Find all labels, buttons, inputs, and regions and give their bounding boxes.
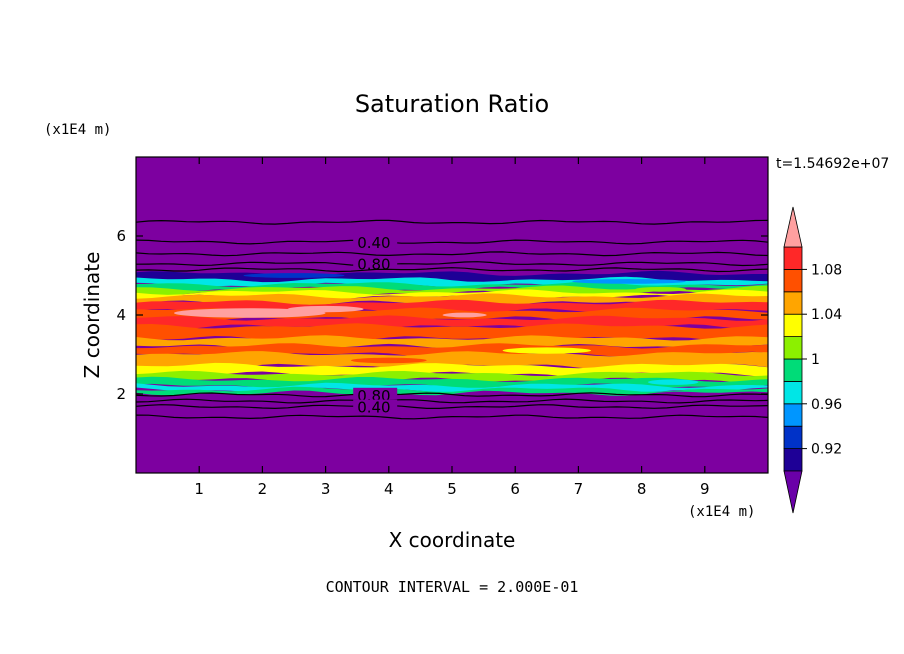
x-tick-label: 9 (700, 480, 710, 498)
contour-label-bg (353, 399, 398, 414)
field-patch (442, 312, 487, 318)
field-band (136, 370, 768, 383)
x-tick-label: 6 (510, 480, 520, 498)
field-patch (635, 286, 686, 292)
colorbar-segment (783, 448, 803, 472)
colorbar-label: 1.04 (811, 307, 842, 323)
x-axis-ticks: 1 2 3 4 5 6 7 8 9 (194, 157, 710, 498)
colorbar-segment (783, 380, 803, 405)
colorbar-segment (783, 268, 803, 293)
colorbar-segment (783, 336, 803, 360)
contour-line (136, 251, 768, 257)
field-patch (173, 308, 326, 318)
field-band (136, 281, 768, 292)
contour-line (136, 261, 768, 267)
contour-line (136, 404, 768, 410)
plot-area: 0.400.800.800.40 (135, 156, 769, 474)
field-patch (287, 305, 364, 313)
colorbar-segment (783, 246, 803, 270)
colorbar-segment (783, 313, 803, 338)
colorbar-segment (783, 291, 803, 315)
colorbar-segment (783, 425, 803, 450)
contour-label: 0.40 (357, 234, 390, 252)
contour-label-bg (353, 234, 398, 249)
contour-interval-footer: CONTOUR INTERVAL = 2.000E-01 (326, 578, 579, 596)
x-tick-label: 3 (321, 480, 331, 498)
colorbar-under-arrow (783, 470, 803, 514)
field-band (136, 343, 768, 358)
x-tick-label: 1 (194, 480, 204, 498)
field-band (136, 351, 768, 369)
field-layer: 0.400.800.800.40 (136, 157, 768, 473)
y-tick-label: 2 (116, 385, 126, 403)
x-tick-label: 7 (574, 480, 584, 498)
contour-line (136, 398, 768, 404)
field-patch (647, 379, 699, 385)
x-tick-label: 8 (637, 480, 647, 498)
contour-line (136, 267, 768, 273)
x-tick-label: 2 (258, 480, 268, 498)
field-patch (502, 347, 592, 354)
contour-line (136, 392, 768, 398)
colorbar-segment (783, 403, 803, 427)
y-unit-label: (x1E4 m) (44, 122, 111, 138)
contour-label-bg (353, 387, 398, 402)
y-axis-ticks: 2 4 6 (116, 227, 768, 403)
colorbar-label: 0.92 (811, 442, 842, 458)
field-patch (350, 357, 427, 364)
colorbar-label: 1 (811, 352, 820, 368)
x-axis-label: X coordinate (389, 528, 516, 552)
x-unit-label: (x1E4 m) (688, 504, 755, 520)
colorbar: 0.92 0.96 1 1.04 1.08 (783, 206, 842, 514)
colorbar-segment (783, 358, 803, 382)
field-band (136, 293, 768, 306)
contour-line (136, 239, 768, 245)
contour-line (136, 219, 768, 225)
y-axis-label: Z coordinate (80, 252, 104, 379)
x-tick-label: 5 (447, 480, 457, 498)
field-patch (572, 279, 686, 284)
colorbar-over-arrow (783, 206, 803, 248)
contour-label-bg (353, 256, 398, 271)
colorbar-label: 1.08 (811, 262, 842, 278)
contour-label: 0.40 (357, 399, 390, 417)
colorbar-label: 0.96 (811, 397, 842, 413)
y-tick-label: 4 (116, 306, 126, 324)
time-label: t=1.54692e+07 (776, 156, 889, 172)
x-tick-label: 4 (384, 480, 394, 498)
field-band (136, 323, 768, 342)
chart-title: Saturation Ratio (355, 90, 549, 118)
field-band (136, 315, 768, 330)
field-patch (243, 273, 345, 278)
y-tick-label: 6 (116, 227, 126, 245)
contour-line (136, 414, 768, 420)
